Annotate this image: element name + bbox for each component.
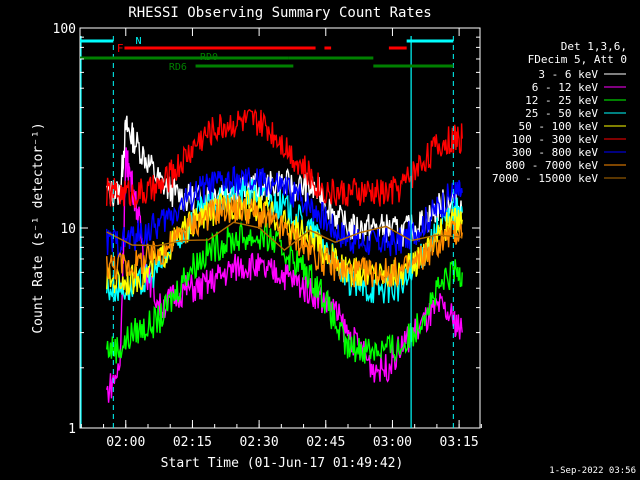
y-tick-label: 1 (68, 422, 76, 437)
legend-entry-label: 100 - 300 keV (512, 133, 598, 146)
x-tick-label: 03:15 (440, 435, 479, 450)
legend-entry-label: 800 - 7000 keV (505, 159, 598, 172)
series-line-300-800kev (106, 165, 463, 258)
legend-entry-label: 300 - 800 keV (512, 146, 598, 159)
y-axis-label: Count Rate (s⁻¹ detector⁻¹) (31, 122, 46, 333)
x-tick-label: 02:45 (306, 435, 345, 450)
flare-label: F (117, 42, 124, 55)
chart-title: RHESSI Observing Summary Count Rates (128, 5, 431, 21)
axis-layer: 1 10 100 02:00 02:15 02:30 02:45 03:00 03:15 (53, 22, 482, 450)
legend-entry-label: 12 - 25 keV (525, 94, 598, 107)
series-line-100-300kev (106, 108, 463, 208)
series-line-25-50kev (106, 178, 463, 304)
y-tick-label: 10 (60, 222, 76, 237)
series-line-800-7000kev (106, 193, 463, 288)
legend-entry-label: 7000 - 15000 keV (492, 172, 598, 185)
series-line-6-12kev (106, 147, 463, 403)
annotation-layer: N F RD0 RD6 (80, 36, 454, 428)
legend-header-line-1: Det 1,3,6, (561, 40, 627, 53)
legend-header-line-2: FDecim 5, Att 0 (528, 53, 627, 66)
rd6-label: RD6 (169, 62, 187, 73)
legend-entry-label: 6 - 12 keV (532, 81, 599, 94)
timestamp-footer: 1-Sep-2022 03:56 (549, 466, 636, 476)
y-tick-label: 100 (53, 22, 76, 37)
legend-entry-label: 3 - 6 keV (538, 68, 598, 81)
series-layer (106, 108, 463, 403)
legend-entry-label: 50 - 100 keV (519, 120, 599, 133)
x-tick-label: 02:15 (173, 435, 212, 450)
x-axis-label: Start Time (01-Jun-17 01:49:42) (161, 456, 404, 471)
rd0-label: RD0 (200, 52, 218, 63)
series-line-12-25kev (106, 219, 463, 364)
night-label: N (136, 36, 142, 47)
series-line-7000-15000kev (106, 221, 463, 252)
x-tick-label: 02:30 (240, 435, 279, 450)
x-tick-label: 02:00 (106, 435, 145, 450)
legend-entry-label: 25 - 50 keV (525, 107, 598, 120)
x-tick-label: 03:00 (373, 435, 412, 450)
